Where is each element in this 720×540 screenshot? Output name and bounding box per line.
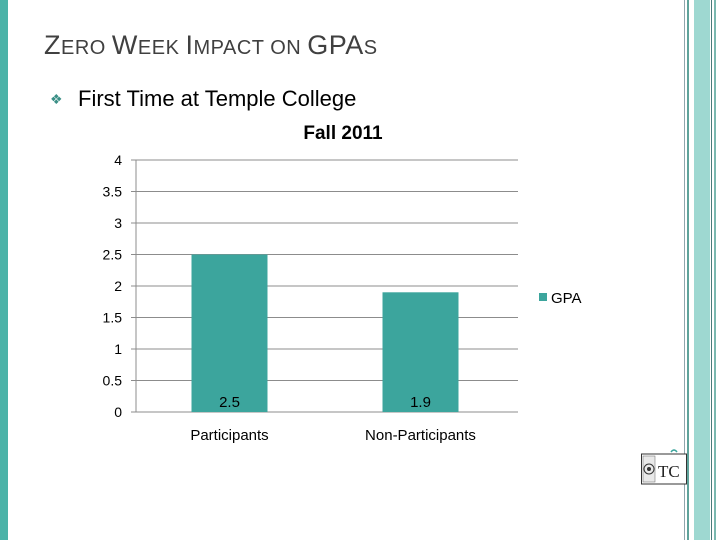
data-label: 1.9 [410, 394, 431, 411]
title-part: EEK [137, 37, 186, 59]
diamond-bullet-icon: ❖ [50, 90, 63, 107]
y-tick-label: 0.5 [103, 373, 123, 389]
bullet-item: ❖ First Time at Temple College [50, 86, 356, 112]
slide-title: ZERO WEEK IMPACT ON GPAS [44, 30, 378, 61]
right-decorative-border [684, 0, 720, 540]
bar [191, 254, 268, 412]
legend-label: GPA [551, 290, 582, 307]
chart-title: Fall 2011 [303, 123, 383, 144]
legend-swatch [539, 293, 547, 301]
left-accent-bar [0, 0, 8, 540]
y-tick-label: 3.5 [103, 184, 123, 200]
data-label: 2.5 [219, 394, 240, 411]
title-part: GPA [307, 30, 364, 60]
bar [382, 292, 459, 412]
title-part: I [185, 30, 194, 60]
title-part: Z [44, 30, 61, 60]
x-category-label: Participants [190, 427, 268, 444]
y-tick-label: 3 [114, 215, 122, 231]
y-tick-label: 2 [114, 278, 122, 294]
x-category-label: Non-Participants [365, 427, 476, 444]
title-part: S [363, 37, 378, 59]
title-part: ERO [61, 37, 112, 59]
logo-text: TC [658, 462, 680, 481]
temple-college-logo: TC [641, 448, 687, 488]
bullet-text: First Time at Temple College [78, 86, 357, 111]
y-tick-label: 4 [114, 152, 122, 168]
y-tick-label: 2.5 [103, 247, 123, 263]
title-part: W [111, 30, 138, 60]
y-tick-label: 1 [114, 341, 122, 357]
y-tick-label: 1.5 [103, 310, 123, 326]
title-part: MPACT ON [193, 37, 308, 59]
y-tick-label: 0 [114, 404, 122, 420]
